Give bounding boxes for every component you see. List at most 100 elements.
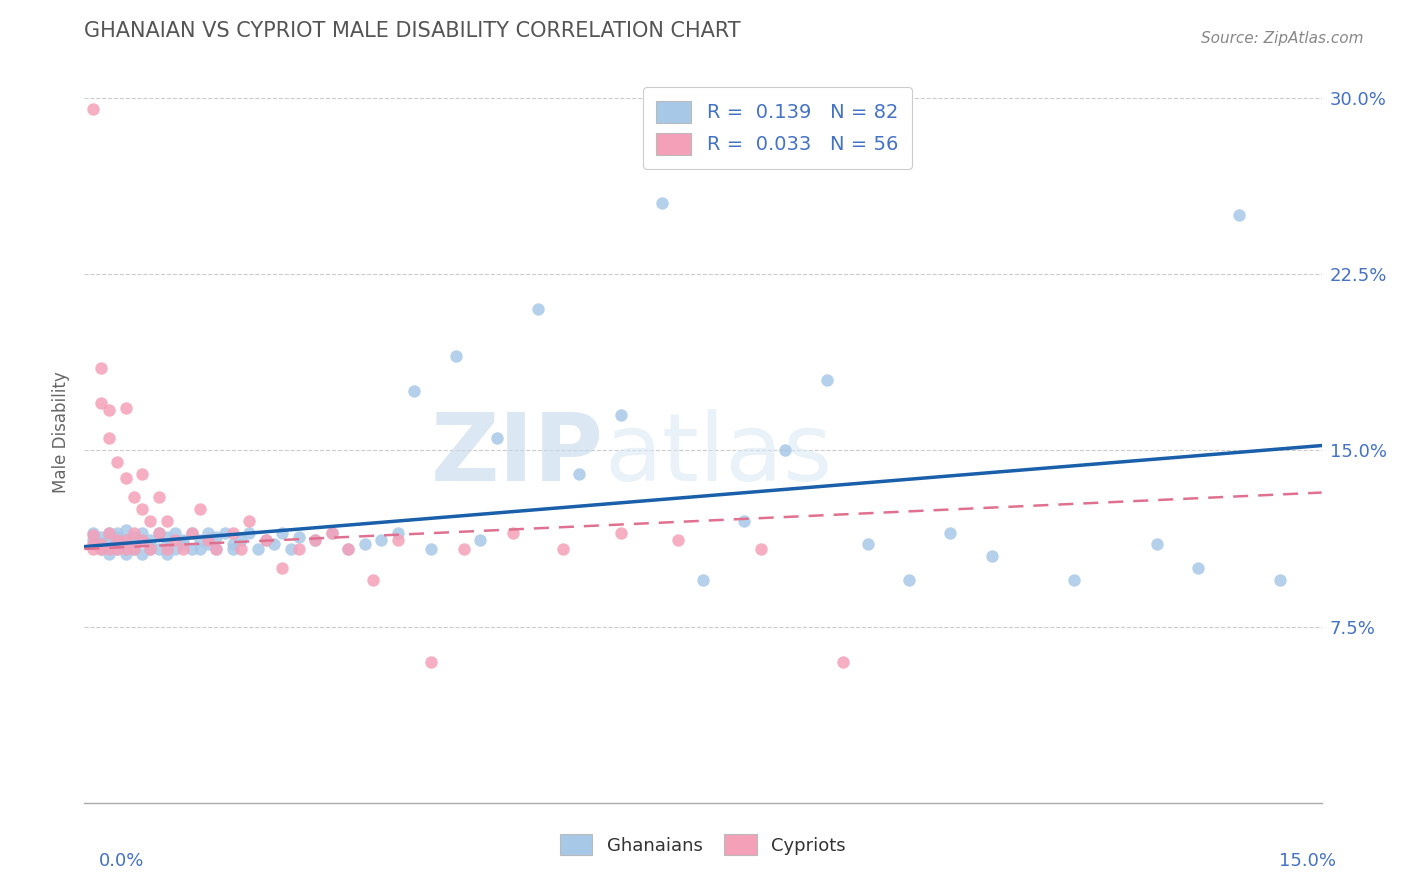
Point [122, 530, 145, 544]
Text: 0.0%: 0.0% [98, 852, 143, 870]
Point [609, 525, 631, 540]
Point [188, 502, 211, 516]
Point [165, 525, 187, 540]
Point [387, 533, 409, 547]
Point [775, 443, 797, 458]
Point [1187, 561, 1209, 575]
Point [98, 541, 121, 556]
Point [90, 396, 112, 410]
Point [114, 533, 136, 547]
Point [1227, 208, 1250, 222]
Point [114, 541, 136, 556]
Point [139, 537, 162, 551]
Text: ZIP: ZIP [432, 409, 605, 500]
Point [229, 541, 252, 556]
Point [131, 533, 153, 547]
Point [321, 525, 343, 540]
Point [815, 373, 838, 387]
Point [105, 541, 128, 556]
Point [280, 541, 302, 556]
Point [131, 525, 153, 540]
Point [1146, 537, 1168, 551]
Point [387, 525, 409, 540]
Point [180, 541, 202, 556]
Point [980, 549, 1002, 563]
Point [205, 541, 228, 556]
Point [692, 573, 714, 587]
Point [651, 196, 673, 211]
Point [238, 514, 260, 528]
Point [105, 455, 128, 469]
Point [271, 525, 294, 540]
Text: GHANAIAN VS CYPRIOT MALE DISABILITY CORRELATION CHART: GHANAIAN VS CYPRIOT MALE DISABILITY CORR… [84, 21, 741, 41]
Point [98, 525, 121, 540]
Point [856, 537, 879, 551]
Point [197, 537, 219, 551]
Point [337, 541, 360, 556]
Point [271, 561, 294, 575]
Point [263, 537, 285, 551]
Point [98, 525, 121, 540]
Point [105, 541, 128, 556]
Point [609, 408, 631, 422]
Point [197, 525, 219, 540]
Point [188, 541, 211, 556]
Point [114, 523, 136, 537]
Point [172, 541, 194, 556]
Point [105, 537, 128, 551]
Point [131, 502, 153, 516]
Point [122, 490, 145, 504]
Point [148, 541, 170, 556]
Point [82, 525, 104, 540]
Point [139, 514, 162, 528]
Point [98, 540, 121, 554]
Point [288, 530, 311, 544]
Point [1270, 573, 1292, 587]
Point [165, 541, 187, 556]
Point [470, 533, 492, 547]
Point [156, 541, 179, 556]
Point [122, 541, 145, 556]
Point [82, 533, 104, 547]
Point [485, 432, 508, 446]
Point [527, 302, 550, 317]
Point [444, 349, 467, 363]
Point [156, 537, 179, 551]
Point [353, 537, 375, 551]
Legend: Ghanaians, Cypriots: Ghanaians, Cypriots [551, 825, 855, 864]
Point [666, 533, 689, 547]
Point [156, 530, 179, 544]
Point [205, 541, 228, 556]
Point [898, 573, 921, 587]
Point [246, 541, 269, 556]
Point [337, 541, 360, 556]
Point [98, 403, 121, 417]
Point [131, 467, 153, 481]
Point [939, 525, 962, 540]
Point [222, 537, 245, 551]
Point [733, 514, 755, 528]
Point [165, 533, 187, 547]
Point [172, 533, 194, 547]
Point [90, 361, 112, 376]
Point [139, 541, 162, 556]
Point [114, 471, 136, 485]
Point [180, 525, 202, 540]
Point [304, 533, 326, 547]
Point [122, 525, 145, 540]
Point [832, 655, 855, 669]
Y-axis label: Male Disability: Male Disability [52, 372, 70, 493]
Point [419, 541, 441, 556]
Point [188, 533, 211, 547]
Point [131, 533, 153, 547]
Point [205, 530, 228, 544]
Point [370, 533, 392, 547]
Point [98, 432, 121, 446]
Point [139, 541, 162, 556]
Point [254, 533, 277, 547]
Text: Source: ZipAtlas.com: Source: ZipAtlas.com [1201, 31, 1364, 46]
Point [90, 541, 112, 556]
Point [114, 541, 136, 556]
Point [304, 533, 326, 547]
Point [148, 525, 170, 540]
